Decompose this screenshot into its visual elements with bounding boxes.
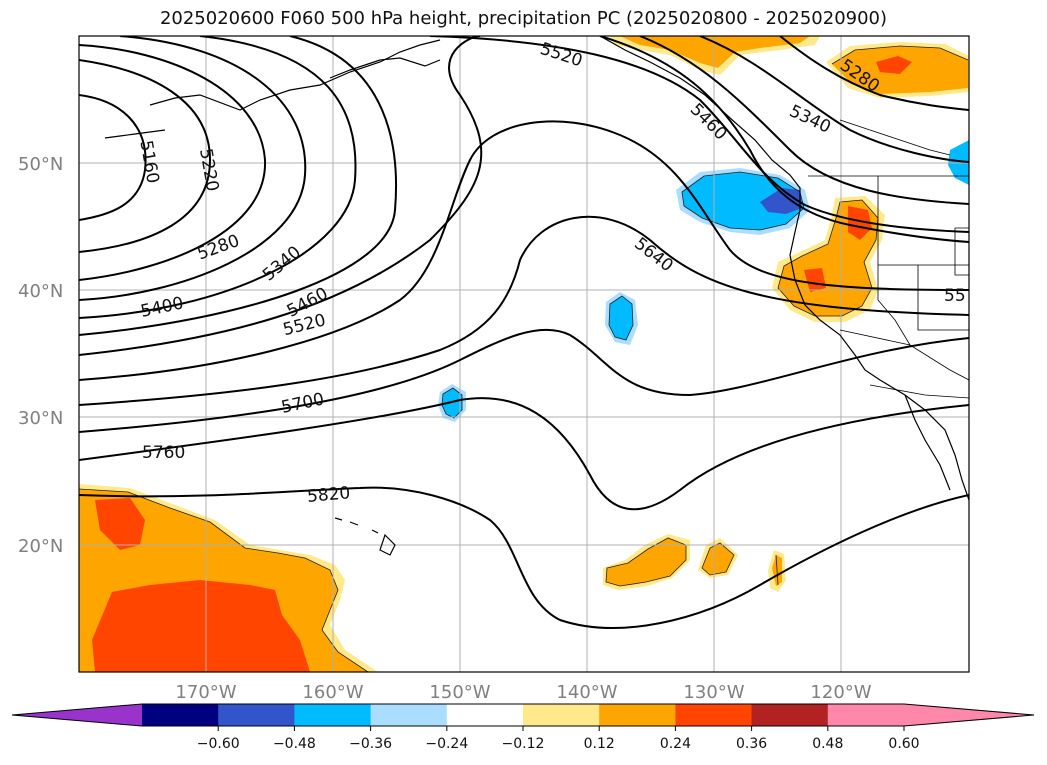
colorbar-tick-label: −0.60 [197,736,240,752]
colorbar-tick-label: −0.36 [349,736,392,752]
colorbar-tick-label: −0.48 [273,736,316,752]
colorbar-outline [11,703,1035,727]
lat-label-40n: 40°N [18,281,63,302]
contour-label-55-edge: 55 [944,286,966,306]
lon-label-130w: 130°W [683,682,744,703]
map-frame [78,35,970,673]
colorbar: −0.60 −0.48 −0.36 −0.24 −0.12 0.12 0.24 0.36 0.4… [11,703,1035,752]
lat-label-30n: 30°N [18,408,63,429]
colorbar-segment [370,704,448,726]
lat-labels: 50°N 40°N 30°N 20°N [18,154,63,557]
colorbar-tick-label: 0.60 [888,736,919,752]
colorbar-segment [294,704,372,726]
lon-labels: 170°W 160°W 150°W 140°W 130°W 120°W [175,682,871,703]
borders [808,119,969,399]
lon-label-160w: 160°W [302,682,363,703]
colorbar-extend-high [904,704,1034,726]
lon-label-120w: 120°W [810,682,871,703]
colorbar-segment [675,704,753,726]
colorbar-segment [142,704,219,726]
colorbar-segment [523,704,600,726]
lat-label-20n: 20°N [18,536,63,557]
lon-label-140w: 140°W [556,682,617,703]
colorbar-tick-label: −0.12 [502,736,545,752]
colorbar-tick-label: 0.48 [812,736,843,752]
height-contours [79,36,969,629]
lat-label-50n: 50°N [18,154,63,175]
contour-label-5760: 5760 [142,443,185,463]
colorbar-segment [751,704,829,726]
map-title: 2025020600 F060 500 hPa height, precipit… [159,8,888,29]
colorbar-extend-low [12,704,142,726]
colorbar-segment [599,704,676,726]
colorbar-tick-label: −0.24 [425,736,468,752]
colorbar-segment [218,704,295,726]
colorbar-segment [446,704,524,726]
lon-label-150w: 150°W [429,682,490,703]
precip-outlines [79,45,969,672]
colorbar-tick-label: 0.24 [660,736,691,752]
lon-label-170w: 170°W [175,682,236,703]
colorbar-segment [827,704,905,726]
colorbar-tick-label: 0.12 [584,736,615,752]
contour-label-5820: 5820 [306,483,351,507]
colorbar-tick-label: 0.36 [736,736,767,752]
